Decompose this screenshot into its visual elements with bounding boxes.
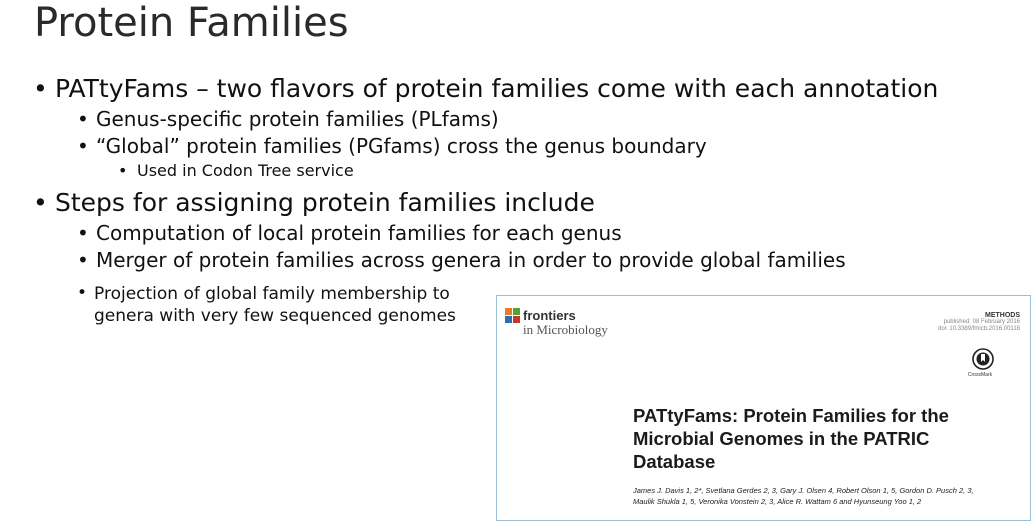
bullet-text: Genus-specific protein families (PLfams) (96, 107, 499, 131)
paper-authors: James J. Davis 1, 2*, Svetlana Gerdes 2,… (633, 486, 974, 506)
bullet-dot: • (33, 188, 48, 217)
bullet-text: Used in Codon Tree service (137, 161, 354, 180)
article-meta: METHODS published: 08 February 2016 doi:… (938, 312, 1020, 333)
bullet-dot: • (77, 283, 88, 303)
doi: doi: 10.3389/fmicb.2016.00118 (938, 326, 1020, 332)
crossmark-icon (972, 348, 994, 370)
bullet-dot: • (118, 161, 128, 180)
paper-screenshot: frontiers in Microbiology METHODS publis… (496, 295, 1031, 521)
bullet-text: Merger of protein families across genera… (96, 248, 846, 272)
bullet-text: PATtyFams – two flavors of protein famil… (55, 74, 939, 103)
bullet-text-line1: Projection of global family membership t… (94, 284, 450, 304)
article-type: METHODS (985, 312, 1020, 319)
frontiers-logo-icon (505, 308, 520, 323)
bullet-dot: • (77, 221, 89, 245)
bullet-text: Computation of local protein families fo… (96, 221, 622, 245)
slide-title: Protein Families (34, 0, 349, 46)
bullet-dot: • (77, 248, 89, 272)
paper-title: PATtyFams: Protein Families for the Micr… (633, 405, 949, 472)
bullet-text: Steps for assigning protein families inc… (55, 188, 595, 217)
bullet-dot: • (33, 74, 48, 103)
bullet-text-line2: genera with very few sequenced genomes (94, 306, 456, 326)
bullet-dot: • (77, 134, 89, 158)
bullet-dot: • (77, 107, 89, 131)
bullet-text: “Global” protein families (PGfams) cross… (96, 134, 707, 158)
published-date: published: 08 February 2016 (943, 319, 1020, 325)
journal-name: frontiers (523, 308, 576, 323)
journal-subtitle: in Microbiology (523, 322, 608, 337)
crossmark-label: CrossMark (967, 372, 993, 378)
